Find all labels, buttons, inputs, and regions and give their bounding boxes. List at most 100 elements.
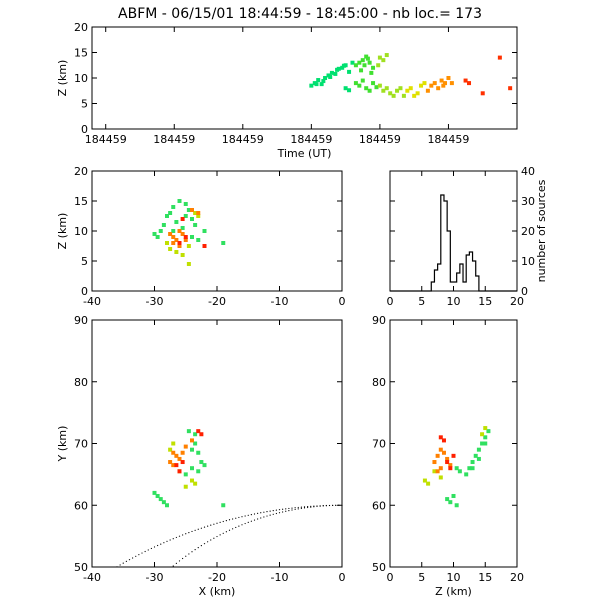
x-tick-label: -30 xyxy=(146,571,164,584)
data-point xyxy=(171,450,176,455)
data-point xyxy=(480,91,485,96)
data-point xyxy=(446,76,451,80)
y-tick-label: 70 xyxy=(74,438,88,451)
histogram-line xyxy=(390,194,517,292)
range-ring-dot xyxy=(203,543,206,545)
data-point xyxy=(445,460,450,465)
data-point xyxy=(335,67,340,72)
range-ring-dot xyxy=(207,541,209,543)
range-ring-dot xyxy=(244,522,246,525)
range-ring-dot xyxy=(200,527,202,529)
data-point xyxy=(202,463,207,468)
data-point xyxy=(480,432,485,437)
data-point xyxy=(183,444,188,449)
y-tick-label: 70 xyxy=(372,438,386,451)
range-ring-dot xyxy=(197,528,199,530)
range-ring-dot xyxy=(225,531,227,533)
data-point xyxy=(168,447,173,452)
data-point xyxy=(321,79,326,84)
range-ring-dot xyxy=(241,516,243,518)
data-point xyxy=(367,88,372,93)
y-tick-label: 15 xyxy=(74,47,88,60)
data-point xyxy=(174,220,179,224)
x-tick-label: 0 xyxy=(339,295,346,308)
range-ring-dot xyxy=(178,535,181,537)
data-point xyxy=(432,469,437,474)
time-height-y-axis: 0 5 10 15 20 xyxy=(74,21,517,136)
x-tick-label: -40 xyxy=(83,295,101,308)
data-point xyxy=(441,83,446,88)
zy-points xyxy=(422,426,491,508)
x-tick-label: 184459 xyxy=(222,133,264,146)
range-ring-dot xyxy=(219,534,221,536)
x-tick-label: -40 xyxy=(83,571,101,584)
data-point xyxy=(183,472,188,477)
data-point xyxy=(343,86,348,91)
data-point xyxy=(165,241,169,245)
range-ring-dot xyxy=(216,535,218,538)
data-point xyxy=(443,81,448,86)
range-ring-dot xyxy=(222,520,224,523)
x-tick-label: 15 xyxy=(478,571,492,584)
data-point xyxy=(193,432,198,437)
data-point xyxy=(426,481,431,486)
time-height-y-label: Z (km) xyxy=(56,60,69,97)
range-ring-dot xyxy=(241,524,243,526)
data-point xyxy=(155,235,160,239)
data-point xyxy=(432,81,437,86)
range-ring-dot xyxy=(175,536,177,539)
x-tick-label: 184459 xyxy=(153,133,195,146)
data-point xyxy=(171,463,176,468)
x-tick-label: -20 xyxy=(208,295,226,308)
y-tick-label: 30 xyxy=(521,195,535,208)
data-point xyxy=(174,463,179,468)
range-ring-dot xyxy=(278,509,281,511)
data-point xyxy=(405,88,410,93)
range-ring-dot xyxy=(122,562,124,564)
range-ring-dot xyxy=(169,539,171,541)
range-ring-dot xyxy=(282,508,284,510)
data-point xyxy=(168,211,173,215)
data-point xyxy=(168,232,173,236)
range-ring-dot xyxy=(135,555,137,557)
range-ring-dot xyxy=(291,509,293,511)
range-ring-dot xyxy=(172,538,174,540)
zy-x-axis: 0 5 10 15 20 xyxy=(387,320,524,584)
data-point xyxy=(483,435,488,440)
range-ring-dot xyxy=(313,505,315,507)
data-point xyxy=(193,223,198,227)
range-ring-dot xyxy=(191,551,193,553)
y-tick-label: 20 xyxy=(74,21,88,34)
xz-y-axis: 0 5 10 15 20 xyxy=(74,165,342,298)
range-ring-dot xyxy=(297,506,299,509)
data-point xyxy=(199,460,204,465)
xy-points xyxy=(152,429,226,508)
range-ring-dot xyxy=(141,552,143,554)
data-point xyxy=(419,83,424,88)
range-ring-dot xyxy=(253,513,256,515)
data-point xyxy=(341,63,346,68)
range-ring-dot xyxy=(253,519,256,521)
data-point xyxy=(353,63,358,68)
range-ring-dot xyxy=(178,560,181,562)
data-point xyxy=(376,63,381,68)
data-point xyxy=(445,497,450,502)
range-ring-dot xyxy=(328,504,331,507)
data-point xyxy=(180,217,185,221)
time-height-x-axis: 184459 184459 184459 184459 184459 184459 xyxy=(85,27,469,146)
data-point xyxy=(508,86,513,91)
data-point xyxy=(457,469,462,474)
data-point xyxy=(448,463,453,468)
data-point xyxy=(152,232,157,236)
range-ring-dot xyxy=(185,555,187,557)
range-ring-dot xyxy=(272,513,274,515)
data-point xyxy=(180,253,185,257)
data-point xyxy=(161,500,166,505)
range-ring-dot xyxy=(235,526,237,529)
data-point xyxy=(177,244,182,248)
data-point xyxy=(439,78,444,83)
range-ring-dot xyxy=(188,531,190,534)
data-point xyxy=(193,481,198,486)
time-height-points xyxy=(309,53,513,98)
data-point xyxy=(398,86,403,91)
